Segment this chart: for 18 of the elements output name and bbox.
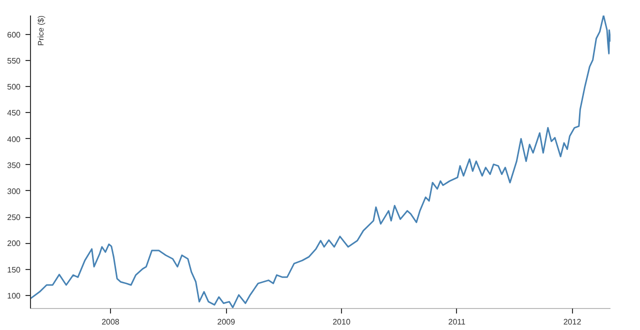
y-tick-label: 450 (7, 108, 22, 118)
x-tick-label: 2012 (563, 318, 582, 326)
x-tick-label: 2008 (102, 318, 120, 326)
y-tick-label: 400 (7, 134, 22, 144)
y-tick-label: 350 (7, 160, 22, 170)
y-tick-label: 550 (7, 56, 22, 66)
y-tick-label: 200 (7, 239, 22, 248)
y-axis-title: Price ($) (36, 15, 46, 46)
line-series (30, 16, 610, 308)
y-tick-label: 250 (7, 213, 22, 222)
y-tick-label: 600 (7, 30, 22, 40)
y-tick-label: 300 (7, 186, 22, 196)
y-tick-label: 100 (7, 291, 22, 300)
x-tick-label: 2011 (448, 318, 466, 326)
y-tick-label: 150 (7, 265, 22, 274)
x-tick-label: 2009 (217, 318, 236, 326)
y-tick-label: 500 (7, 82, 22, 92)
x-tick-label: 2010 (332, 318, 351, 326)
